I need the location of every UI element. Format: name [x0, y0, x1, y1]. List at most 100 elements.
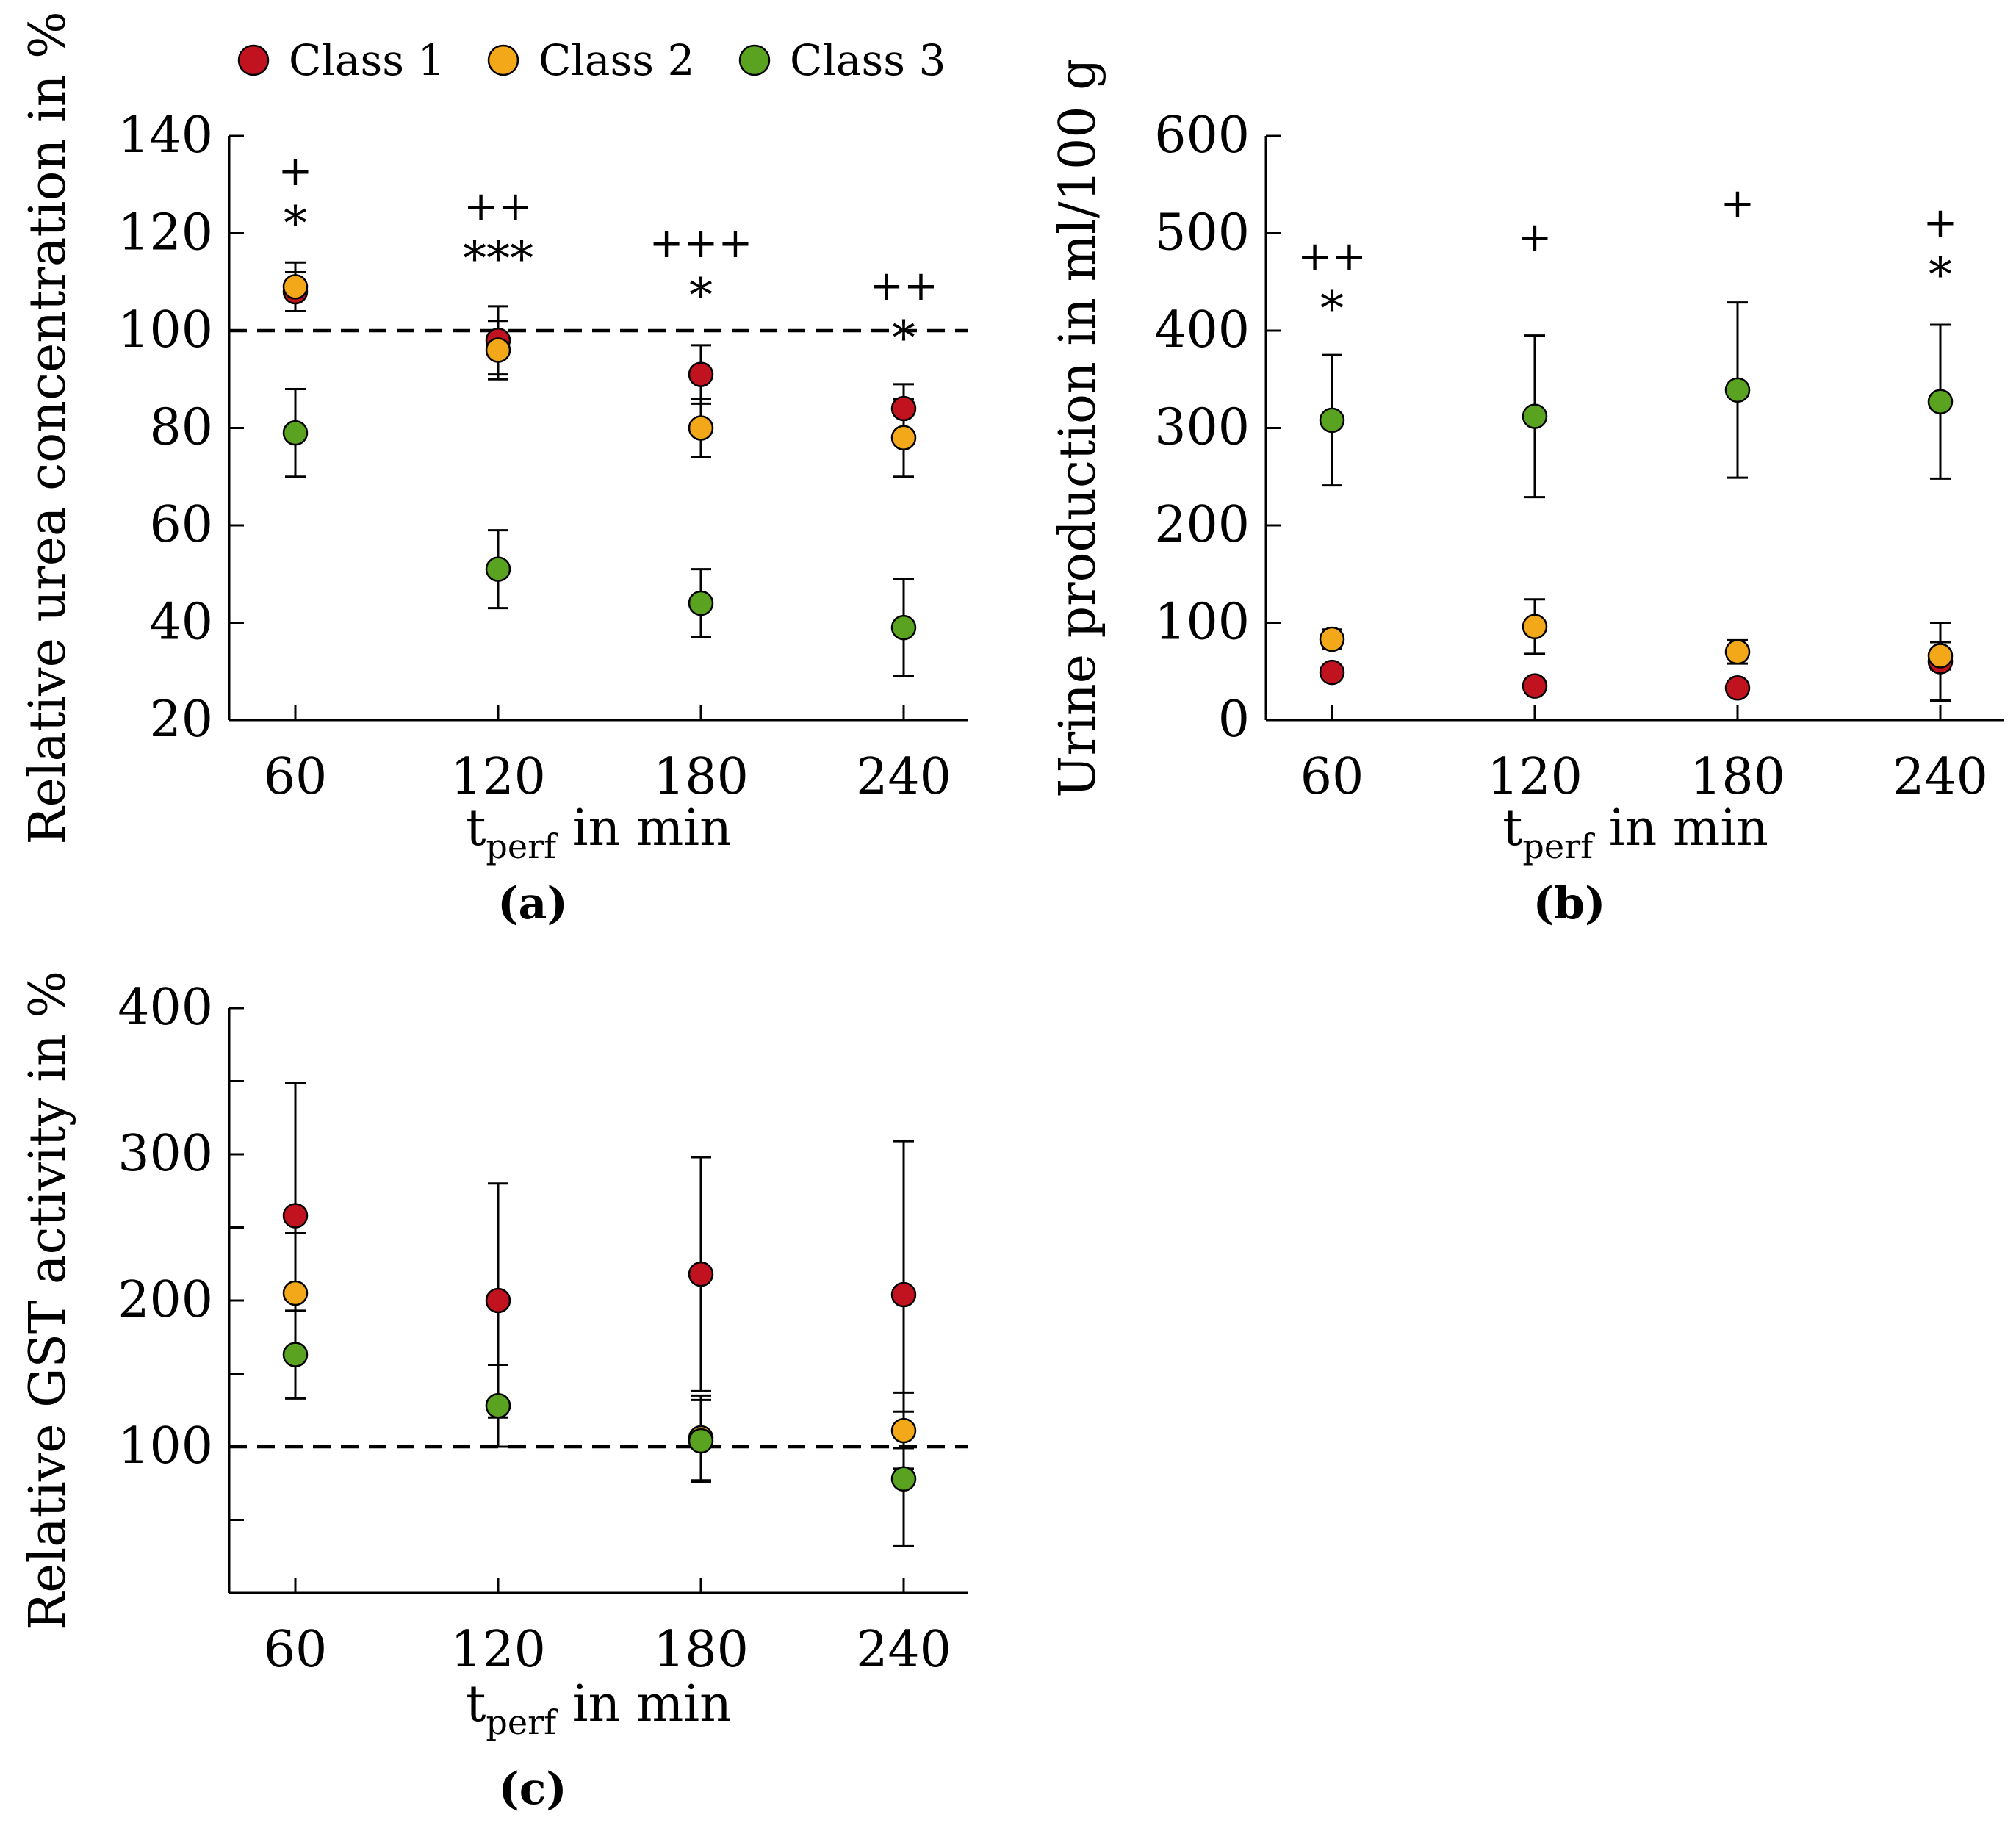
x-axis-title-tail: in min — [556, 799, 732, 857]
panel-label: (b) — [1533, 878, 1606, 929]
legend-marker-class-1 — [237, 44, 270, 76]
data-point-class-2 — [485, 337, 511, 363]
x-tick-label: 180 — [1690, 748, 1785, 806]
data-point-class-2 — [890, 425, 917, 450]
data-point-class-3 — [1319, 407, 1345, 434]
y-tick-label: 40 — [149, 594, 213, 652]
y-tick-label: 100 — [1154, 594, 1250, 652]
data-point-class-1 — [1319, 659, 1345, 686]
significance-asterisk: * — [892, 312, 915, 366]
data-point-class-3 — [688, 1428, 714, 1454]
x-axis-title-main: t — [466, 1675, 486, 1733]
y-axis-title: Relative urea concentration in % — [19, 11, 77, 844]
x-tick-label: 240 — [856, 1621, 951, 1679]
significance-plus: +++ — [649, 220, 753, 267]
y-tick-label: 300 — [118, 1125, 213, 1183]
data-point-class-2 — [688, 415, 714, 441]
data-point-class-1 — [1522, 673, 1548, 699]
data-point-class-3 — [890, 1466, 917, 1492]
significance-asterisk: * — [1320, 282, 1344, 337]
data-point-class-3 — [282, 1342, 309, 1367]
data-point-class-2 — [282, 274, 309, 300]
significance-asterisk: * — [1929, 248, 1952, 303]
data-point-class-1 — [890, 395, 917, 422]
data-point-class-3 — [1522, 403, 1548, 429]
x-tick-label: 180 — [653, 748, 749, 806]
data-point-class-2 — [1522, 614, 1548, 640]
panel-label: (a) — [497, 878, 568, 929]
panel-c: 100 200 300 400 60 120 180 240 Relative GST acti… — [19, 971, 968, 1815]
x-tick-label: 120 — [450, 1621, 546, 1679]
legend-marker-class-3 — [738, 44, 771, 76]
x-tick-label: 180 — [653, 1621, 749, 1679]
y-tick-label: 400 — [118, 979, 213, 1037]
data-point-class-1 — [282, 1203, 309, 1229]
x-tick-label: 60 — [264, 748, 328, 806]
legend-label-class-3: Class 3 — [790, 35, 946, 85]
x-axis-title: tperf in min — [466, 799, 732, 866]
y-tick-label: 200 — [1154, 496, 1250, 554]
data-point-class-3 — [1927, 389, 1954, 414]
x-axis-title-subscript: perf — [486, 827, 558, 866]
x-tick-label: 60 — [264, 1621, 328, 1679]
data-point-class-3 — [485, 556, 511, 582]
y-tick-label: 200 — [118, 1271, 213, 1329]
significance-asterisk: * — [689, 269, 713, 323]
data-point-class-3 — [282, 420, 309, 446]
data-point-class-2 — [282, 1280, 309, 1306]
significance-plus: ++ — [1297, 233, 1367, 281]
y-tick-label: 500 — [1154, 204, 1250, 262]
legend-label-class-2: Class 2 — [539, 35, 694, 85]
y-axis-title: Urine production in ml/100 g — [1049, 58, 1107, 797]
significance-plus: + — [1518, 214, 1552, 262]
x-tick-label: 240 — [1893, 748, 1988, 806]
data-point-class-1 — [688, 361, 714, 387]
y-tick-label: 100 — [118, 301, 213, 359]
y-tick-label: 60 — [149, 496, 213, 554]
significance-asterisk: *** — [463, 232, 533, 287]
y-tick-label: 300 — [1154, 399, 1250, 457]
x-axis-title-subscript: perf — [1522, 827, 1595, 866]
x-axis-title-tail: in min — [1593, 799, 1768, 857]
data-point-class-2 — [1927, 643, 1954, 669]
data-point-class-1 — [890, 1281, 917, 1308]
panel-label: (c) — [498, 1763, 566, 1815]
y-tick-label: 100 — [118, 1417, 213, 1475]
y-tick-label: 600 — [1154, 107, 1250, 165]
y-tick-label: 80 — [149, 399, 213, 457]
x-axis-title-tail: in min — [556, 1675, 732, 1733]
data-point-class-3 — [485, 1393, 511, 1419]
x-axis-title-main: t — [466, 799, 486, 857]
legend-label-class-1: Class 1 — [289, 35, 444, 85]
x-axis-title: tperf in min — [1502, 799, 1768, 866]
significance-plus: + — [1923, 199, 1958, 247]
legend: Class 1 Class 2 Class 3 — [237, 35, 946, 85]
y-tick-label: 120 — [118, 204, 213, 262]
data-point-class-3 — [890, 614, 917, 641]
data-point-class-1 — [485, 1287, 511, 1314]
x-axis-title-subscript: perf — [486, 1702, 558, 1742]
data-point-class-3 — [1724, 377, 1751, 403]
x-tick-label: 120 — [1487, 748, 1583, 806]
significance-plus: ++ — [464, 183, 533, 231]
y-tick-label: 0 — [1218, 691, 1250, 749]
x-tick-label: 240 — [856, 748, 951, 806]
data-point-class-2 — [1724, 639, 1751, 665]
significance-plus: + — [1721, 180, 1755, 228]
data-point-class-2 — [890, 1417, 917, 1444]
significance-plus: ++ — [869, 262, 938, 310]
data-point-class-1 — [688, 1261, 714, 1287]
x-tick-label: 120 — [450, 748, 546, 806]
significance-plus: + — [278, 148, 313, 195]
significance-asterisk: * — [284, 197, 307, 251]
data-point-class-2 — [1319, 626, 1345, 652]
y-tick-label: 140 — [118, 107, 213, 165]
x-tick-label: 60 — [1300, 748, 1364, 806]
legend-marker-class-2 — [487, 44, 519, 76]
y-axis-title: Relative GST activity in % — [19, 971, 77, 1630]
data-point-class-1 — [1724, 675, 1751, 701]
x-axis-title: tperf in min — [466, 1675, 732, 1742]
